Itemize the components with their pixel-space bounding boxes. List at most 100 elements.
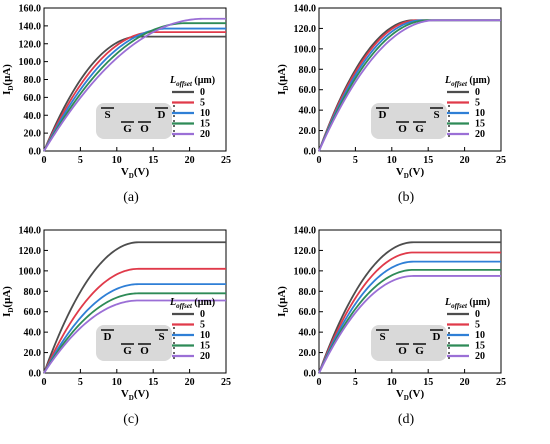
- plot-frame: [318, 229, 502, 374]
- electrode-label-D: D: [379, 109, 387, 121]
- chart-panel-b: 0 5 10 15 20 25 0.0 20.0 40.0 60.0 80.0 100.0 120.0 1…: [275, 0, 550, 222]
- series-line-5: [43, 267, 226, 374]
- y-tick-label: 100.0: [19, 266, 42, 277]
- panel-caption: (d): [398, 412, 415, 427]
- electrode-label-G: G: [415, 123, 424, 135]
- electrode-label-S: S: [433, 109, 439, 121]
- legend-title: Loffset (μm): [169, 297, 215, 310]
- plot-frame: [43, 229, 227, 374]
- y-tick-label: 40.0: [24, 111, 42, 122]
- x-axis-label: VD(V): [121, 166, 150, 180]
- x-tick-label: 5: [78, 155, 83, 166]
- x-tick-label: 10: [112, 377, 122, 388]
- x-tick-label: 20: [185, 377, 195, 388]
- x-tick-label: 0: [42, 377, 47, 388]
- y-tick-label: 20.0: [299, 348, 317, 359]
- legend-label-10: 10: [200, 330, 210, 341]
- chart-svg-c: 0 5 10 15 20 250.020.040.060.080.0100.0120.01…: [1, 226, 231, 428]
- legend-label-20: 20: [475, 351, 485, 362]
- y-axis-label: ID(μA): [1, 286, 15, 317]
- legend-label-15: 15: [200, 119, 210, 130]
- x-axis-label: VD(V): [396, 166, 425, 180]
- series-line-15: [318, 268, 501, 374]
- x-tick-label: 10: [387, 377, 397, 388]
- y-tick-label: 20.0: [24, 348, 42, 359]
- x-tick-label: 25: [221, 155, 231, 166]
- x-tick-label: 25: [221, 377, 231, 388]
- legend-label-20: 20: [475, 129, 485, 140]
- legend-label-10: 10: [475, 330, 485, 341]
- series-line-15: [43, 22, 226, 152]
- x-tick-label: 5: [353, 155, 358, 166]
- device-schematic: [96, 325, 172, 361]
- device-schematic: [96, 103, 172, 139]
- chart-svg-a: 0 5 10 15 20 250.020.040.060.080.0100.0120.01…: [1, 4, 231, 206]
- electrode-label-O: O: [398, 123, 407, 135]
- x-tick-label: 15: [423, 155, 433, 166]
- legend-label-20: 20: [200, 129, 210, 140]
- y-tick-label: 140.0: [294, 4, 317, 15]
- electrode-label-O: O: [140, 345, 149, 357]
- electrode-label-S: S: [104, 109, 110, 121]
- series-line-0: [318, 241, 501, 374]
- chart-panel-d: 0 5 10 15 20 25 0.0 20.0 40.0 60.0 80.0 100.0 120.0 1…: [275, 222, 550, 444]
- panel-caption: (b): [398, 190, 415, 205]
- electrode-label-O: O: [398, 345, 407, 357]
- electrode-label-G: G: [123, 123, 132, 135]
- legend-label-0: 0: [200, 309, 205, 320]
- y-tick-label: 0.0: [304, 147, 317, 158]
- x-tick-label: 0: [42, 155, 47, 166]
- y-tick-label: 120.0: [19, 246, 42, 257]
- electrode-label-S: S: [158, 331, 164, 343]
- y-tick-label: 160.0: [19, 4, 42, 15]
- legend-title: Loffset (μm): [444, 75, 490, 88]
- y-tick-label: 140.0: [294, 226, 317, 237]
- x-tick-label: 0: [317, 377, 322, 388]
- series-line-10: [43, 283, 226, 374]
- x-tick-label: 10: [112, 155, 122, 166]
- y-tick-label: 60.0: [299, 307, 317, 318]
- x-tick-label: 10: [387, 155, 397, 166]
- y-tick-label: 60.0: [299, 85, 317, 96]
- y-tick-label: 20.0: [299, 126, 317, 137]
- chart-panel-a: 0 5 10 15 20 25 0.0 20.0 40.0 60.0 80.0 100.0 120.0 1…: [0, 0, 275, 222]
- electrode-label-G: G: [415, 345, 424, 357]
- legend-label-5: 5: [200, 98, 205, 109]
- electrode-label-S: S: [379, 331, 385, 343]
- y-tick-label: 60.0: [24, 93, 42, 104]
- x-axis-label: VD(V): [121, 388, 150, 402]
- legend-label-5: 5: [475, 98, 480, 109]
- x-tick-label: 5: [78, 377, 83, 388]
- y-tick-label: 100.0: [294, 44, 317, 55]
- x-tick-label: 20: [185, 155, 195, 166]
- y-axis-label: ID(μA): [1, 64, 15, 95]
- panel-caption: (a): [123, 190, 139, 205]
- series-line-10: [43, 27, 226, 152]
- series-line-10: [318, 260, 501, 374]
- y-tick-label: 120.0: [294, 246, 317, 257]
- electrode-label-D: D: [104, 331, 112, 343]
- series-line-0: [43, 241, 226, 374]
- device-schematic: [371, 103, 447, 139]
- y-tick-label: 120.0: [19, 39, 42, 50]
- legend-label-10: 10: [200, 108, 210, 119]
- legend-label-10: 10: [475, 108, 485, 119]
- legend-title: Loffset (μm): [169, 75, 215, 88]
- x-axis-label: VD(V): [396, 388, 425, 402]
- series-line-5: [43, 31, 226, 152]
- series-line-20: [318, 19, 501, 152]
- legend-title: Loffset (μm): [444, 297, 490, 310]
- y-tick-label: 120.0: [294, 24, 317, 35]
- series-line-5: [318, 251, 501, 374]
- electrode-label-G: G: [123, 345, 132, 357]
- legend-label-15: 15: [475, 119, 485, 130]
- y-tick-label: 0.0: [29, 147, 42, 158]
- series-line-20: [43, 17, 226, 152]
- electrode-label-D: D: [433, 331, 441, 343]
- plot-frame: [318, 7, 502, 152]
- y-tick-label: 40.0: [299, 106, 317, 117]
- y-tick-label: 100.0: [294, 266, 317, 277]
- electrode-label-O: O: [140, 123, 149, 135]
- series-line-20: [318, 275, 501, 374]
- x-tick-label: 0: [317, 155, 322, 166]
